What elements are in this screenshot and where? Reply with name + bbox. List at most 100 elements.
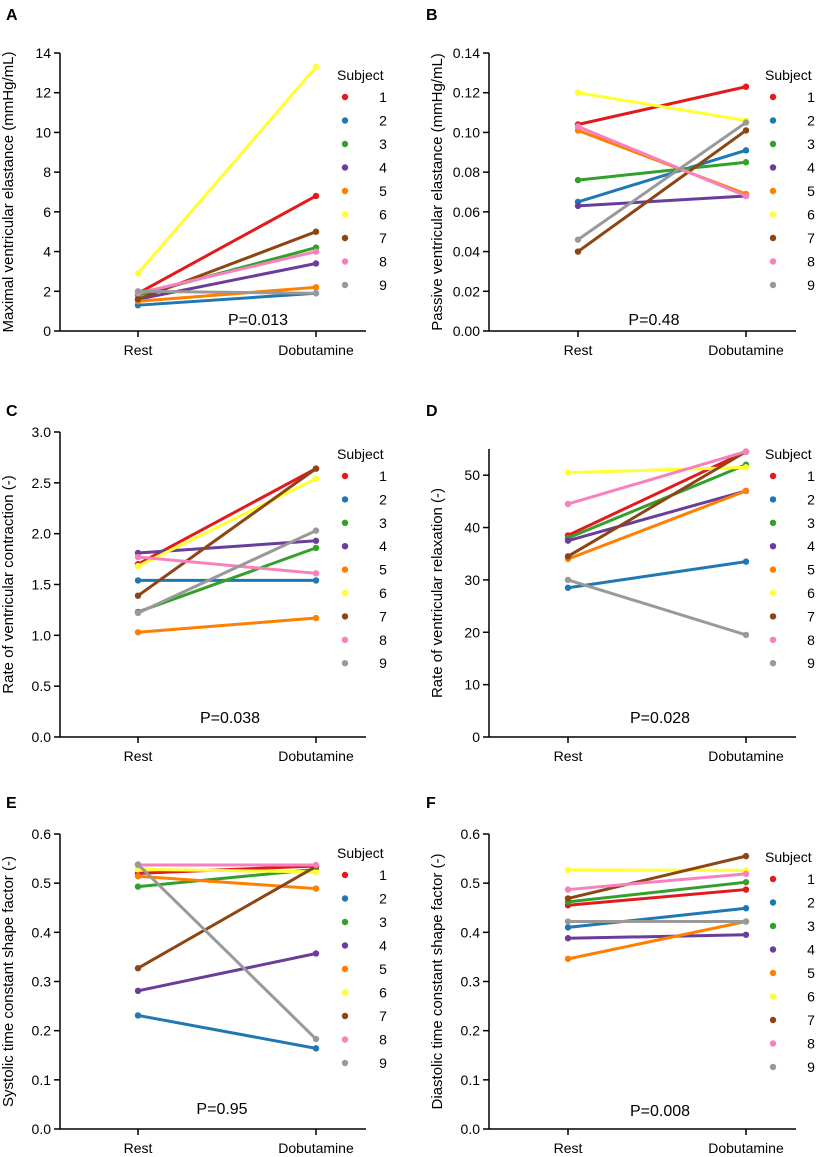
- legend-marker: [341, 1036, 349, 1043]
- legend-label: 7: [379, 230, 387, 246]
- legend-marker: [769, 234, 777, 242]
- legend-label: 8: [807, 1036, 815, 1052]
- legend-label: 6: [807, 207, 815, 223]
- y-tick-label: 0.3: [461, 974, 481, 990]
- legend-marker: [341, 258, 349, 265]
- y-tick-label: 2: [43, 283, 51, 299]
- y-tick-label: 0: [472, 729, 480, 745]
- legend-label: 1: [807, 871, 815, 887]
- panel-letter: D: [426, 403, 438, 420]
- point-rest-subject-3: [574, 176, 582, 184]
- legend-title: Subject: [337, 446, 384, 462]
- series-line-subject-1: [136, 467, 318, 566]
- point-dobutamine-subject-2: [742, 558, 750, 565]
- point-rest-subject-2: [134, 1012, 142, 1019]
- series-line-subject-2: [136, 291, 318, 307]
- point-dobutamine-subject-4: [742, 931, 750, 938]
- legend-label: 5: [807, 562, 815, 578]
- series-line-subject-3: [136, 546, 318, 614]
- point-dobutamine-subject-2: [312, 1045, 320, 1052]
- point-rest-subject-4: [564, 935, 572, 942]
- y-tick-label: 20: [464, 624, 480, 640]
- legend-label: 5: [807, 183, 815, 199]
- legend-label: 7: [379, 608, 387, 624]
- legend-marker: [769, 472, 777, 480]
- legend-marker: [341, 93, 349, 101]
- legend-marker: [769, 211, 777, 218]
- point-dobutamine-subject-6: [742, 464, 750, 471]
- point-rest-subject-4: [564, 537, 572, 544]
- legend-label: 2: [807, 491, 815, 507]
- series-line-subject-7: [136, 230, 318, 301]
- series-line-subject-8: [566, 872, 748, 892]
- legend-marker: [341, 942, 349, 949]
- series-line-subject-8: [576, 124, 748, 198]
- legend-label: 7: [807, 1012, 815, 1028]
- point-rest-subject-6: [564, 469, 572, 476]
- x-category-label: Dobutamine: [708, 342, 784, 358]
- p-value: P=0.008: [630, 1103, 690, 1120]
- series-line-subject-2: [136, 1013, 318, 1050]
- legend-label: 6: [807, 989, 815, 1005]
- legend-marker: [769, 1016, 777, 1024]
- legend-label: 6: [379, 207, 387, 223]
- point-rest-subject-6: [134, 270, 142, 277]
- series-line-subject-9: [136, 862, 318, 1041]
- point-dobutamine-subject-9: [742, 631, 750, 639]
- series-line-subject-7: [136, 864, 318, 970]
- panel-letter: E: [6, 795, 17, 812]
- series-line-subject-3: [566, 463, 748, 540]
- y-tick-label: 8: [43, 164, 51, 180]
- legend-marker: [769, 519, 777, 526]
- legend-marker: [341, 589, 349, 597]
- legend-title: Subject: [337, 845, 384, 861]
- y-tick-label: 30: [464, 572, 480, 588]
- y-axis-title: Rate of ventricular relaxation (-): [429, 488, 446, 698]
- x-category-label: Rest: [124, 342, 153, 358]
- y-tick-label: 0.5: [461, 875, 481, 891]
- panel-letter: C: [6, 403, 18, 420]
- legend-label: 4: [807, 160, 815, 176]
- point-dobutamine-subject-5: [312, 614, 320, 622]
- point-rest-subject-5: [564, 955, 572, 963]
- legend-marker: [769, 258, 777, 265]
- point-rest-subject-2: [564, 924, 572, 931]
- series-line-subject-4: [576, 194, 748, 208]
- point-rest-subject-8: [574, 123, 582, 130]
- legend-marker: [341, 871, 349, 879]
- point-rest-subject-9: [564, 918, 572, 925]
- series-line-subject-3: [566, 880, 748, 904]
- legend-label: 3: [379, 515, 387, 531]
- point-rest-subject-4: [574, 202, 582, 210]
- legend-label: 7: [807, 230, 815, 246]
- legend-title: Subject: [765, 849, 812, 865]
- y-tick-label: 0.14: [453, 45, 480, 61]
- legend-label: 3: [379, 136, 387, 152]
- point-rest-subject-7: [134, 592, 142, 599]
- point-dobutamine-subject-7: [742, 852, 750, 860]
- legend-label: 9: [807, 277, 815, 293]
- y-tick-label: 0.1: [461, 1072, 481, 1088]
- point-dobutamine-subject-9: [312, 290, 320, 297]
- legend-marker: [341, 989, 349, 996]
- legend-label: 7: [379, 1008, 387, 1024]
- series-line-subject-6: [576, 91, 748, 123]
- legend-marker: [769, 1040, 777, 1047]
- series-line-subject-4: [566, 933, 748, 940]
- y-tick-label: 0.06: [453, 204, 480, 220]
- point-dobutamine-subject-6: [312, 63, 320, 71]
- series-line-subject-5: [136, 874, 318, 891]
- point-dobutamine-subject-1: [742, 83, 750, 90]
- legend-label: 4: [379, 938, 387, 954]
- legend-marker: [341, 965, 349, 973]
- point-rest-subject-7: [564, 553, 572, 560]
- y-tick-label: 2.0: [32, 526, 52, 542]
- point-dobutamine-subject-9: [312, 1035, 320, 1043]
- point-rest-subject-6: [134, 563, 142, 570]
- legend-marker: [341, 140, 349, 148]
- panel-letter: F: [426, 795, 436, 812]
- point-dobutamine-subject-7: [742, 127, 750, 134]
- point-rest-subject-9: [134, 609, 142, 617]
- legend-label: 5: [379, 183, 387, 199]
